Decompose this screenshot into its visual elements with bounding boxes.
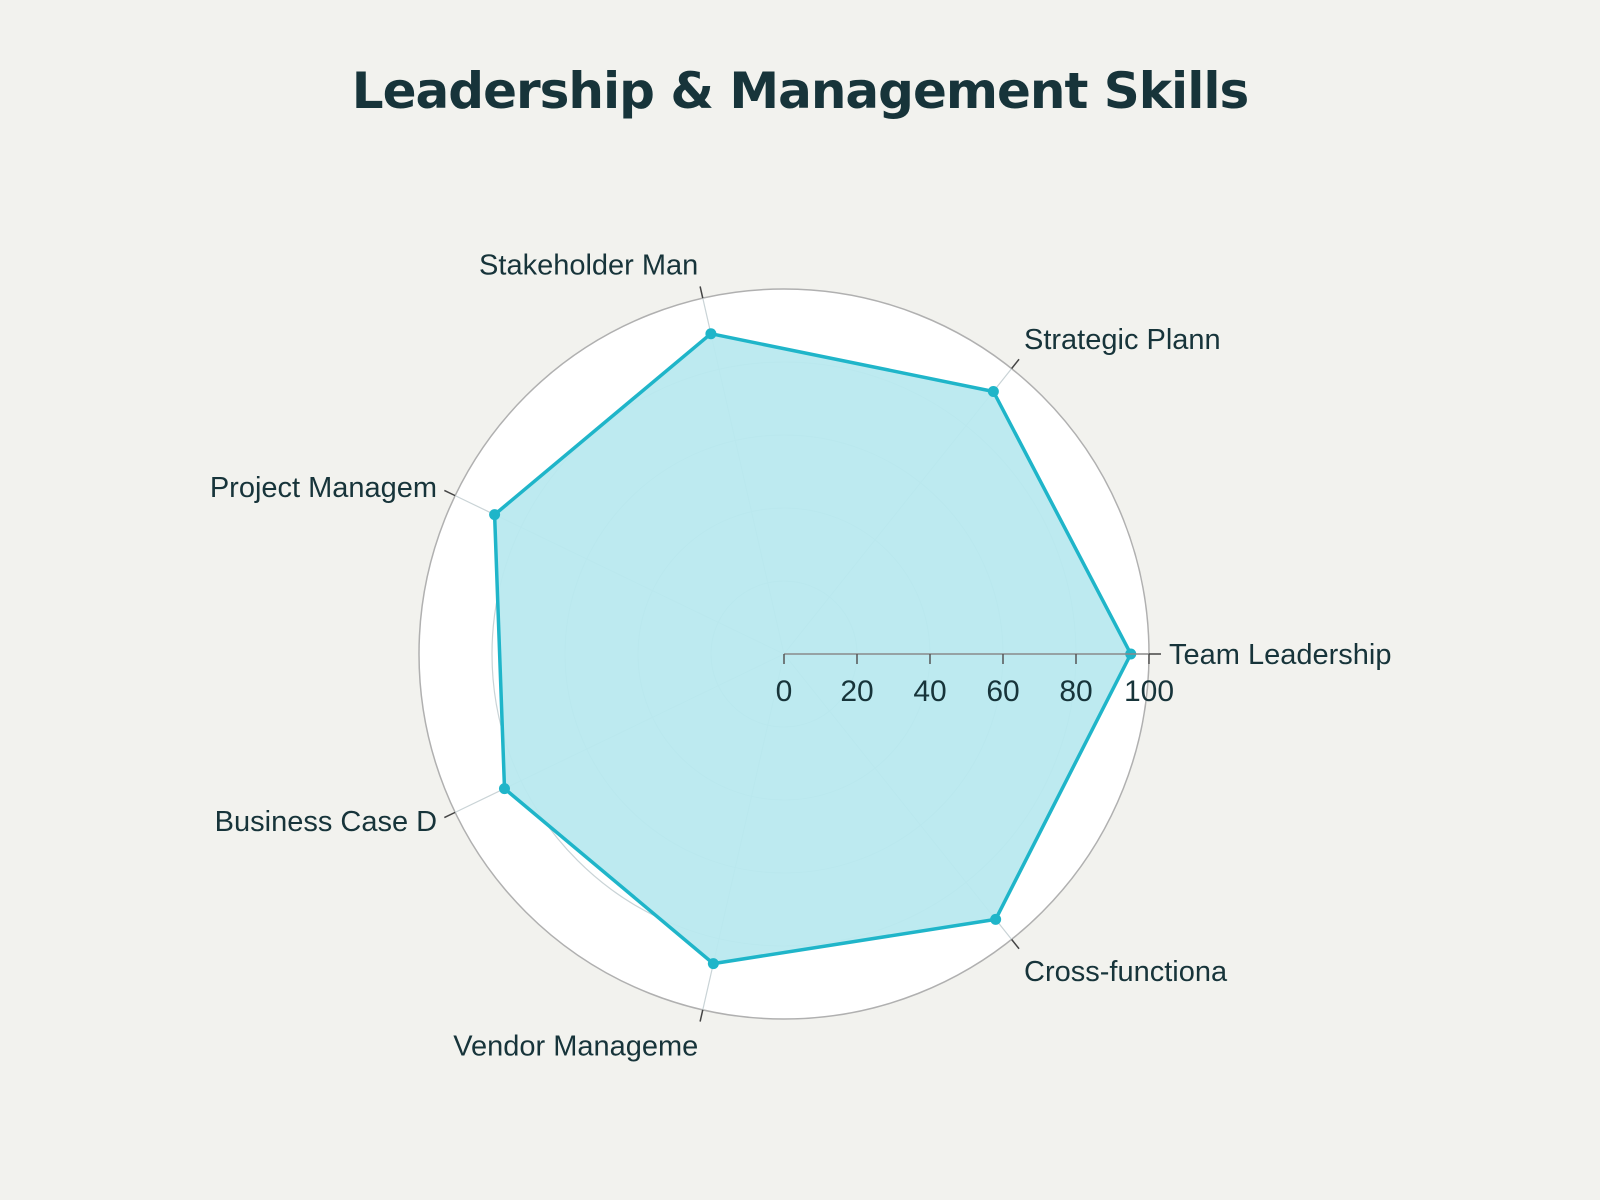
- radial-axis: 0 20 40 60 80 100: [776, 653, 1174, 708]
- angular-tick: [1010, 358, 1020, 370]
- series-area: [492, 331, 1133, 966]
- data-point: [990, 913, 1002, 925]
- radial-tick-label: 100: [1124, 675, 1174, 708]
- category-label: Business Case D: [215, 806, 437, 838]
- series-layer: [489, 328, 1137, 970]
- radial-tick-label: 0: [776, 675, 793, 708]
- data-point: [498, 783, 510, 795]
- angular-tick: [699, 1009, 704, 1022]
- category-label: Vendor Manageme: [453, 1030, 698, 1062]
- data-point: [707, 958, 719, 970]
- chart-title: Leadership & Management Skills: [351, 62, 1249, 120]
- angular-tick: [699, 286, 704, 299]
- radial-tick-label: 20: [840, 675, 873, 708]
- data-point: [489, 509, 501, 521]
- radial-tick-label: 40: [913, 675, 946, 708]
- angular-axis-labels: Team Leadership Strategic Plann Stakeholde…: [210, 250, 1392, 1063]
- data-point: [987, 385, 999, 397]
- radial-tick-label: 80: [1059, 675, 1092, 708]
- angular-tick: [444, 811, 456, 819]
- data-point: [705, 328, 717, 340]
- category-label: Cross-functiona: [1024, 956, 1228, 988]
- angular-tick: [1010, 938, 1020, 950]
- category-label: Strategic Plann: [1024, 324, 1221, 356]
- category-label: Stakeholder Man: [479, 250, 698, 282]
- radial-tick-label: 60: [986, 675, 1019, 708]
- category-label: Project Managem: [210, 472, 437, 504]
- angular-tick: [444, 489, 456, 497]
- category-label: Team Leadership: [1169, 639, 1391, 671]
